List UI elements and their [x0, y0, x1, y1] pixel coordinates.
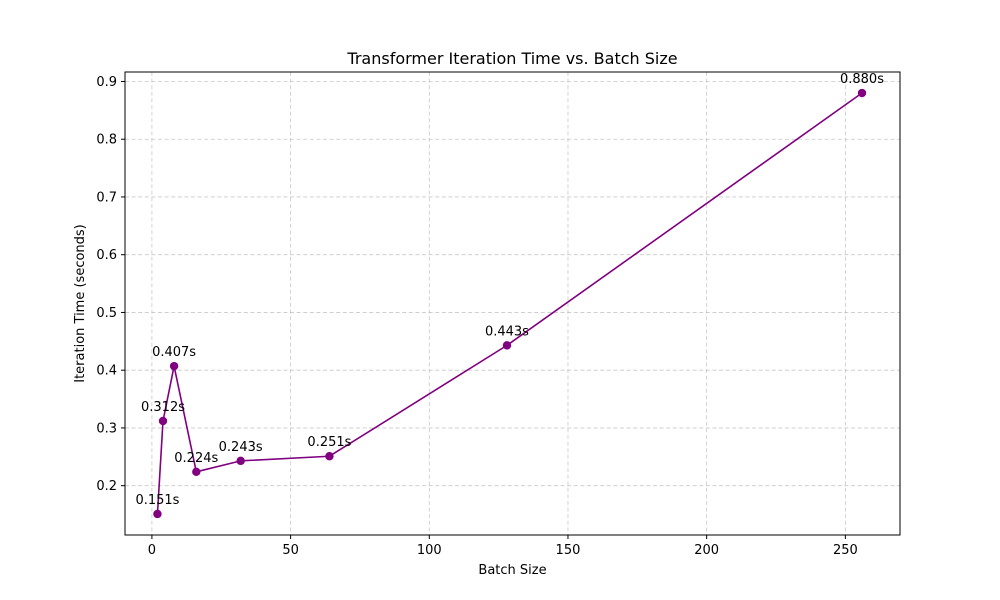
data-label: 0.151s [135, 493, 179, 508]
x-tick-label: 0 [148, 543, 156, 558]
y-tick-label: 0.8 [96, 133, 117, 148]
data-label: 0.407s [152, 345, 196, 360]
x-tick-label: 100 [417, 543, 442, 558]
data-label: 0.880s [840, 72, 884, 87]
y-axis-label: Iteration Time (seconds) [73, 224, 88, 383]
data-point [236, 456, 245, 466]
axis-ticks: 0 50 100 150 200 250 0.2 0.3 0.4 0.5 0.6 0.7 0.8 0.9 [96, 75, 857, 558]
data-label: 0.251s [307, 435, 351, 450]
series-line [156, 92, 863, 515]
y-tick-label: 0.3 [96, 421, 117, 436]
data-point [192, 467, 201, 477]
x-tick-label: 50 [282, 543, 299, 558]
x-tick-label: 200 [694, 543, 719, 558]
chart-title: Transformer Iteration Time vs. Batch Siz… [346, 49, 677, 68]
data-label: 0.243s [219, 440, 263, 455]
data-label: 0.224s [174, 451, 218, 466]
x-axis-label: Batch Size [478, 563, 546, 578]
data-label: 0.443s [485, 324, 529, 339]
data-point [502, 341, 512, 350]
data-point [158, 416, 168, 426]
grid-lines [125, 72, 900, 535]
y-tick-label: 0.6 [96, 248, 117, 263]
data-label: 0.312s [141, 400, 185, 415]
data-point [153, 509, 162, 519]
y-tick-label: 0.4 [96, 364, 117, 379]
y-tick-label: 0.7 [96, 190, 117, 205]
y-tick-label: 0.2 [96, 479, 117, 494]
data-point [169, 361, 179, 371]
data-point [857, 88, 867, 98]
y-tick-label: 0.9 [96, 75, 117, 90]
data-point [325, 452, 334, 461]
x-tick-label: 250 [833, 543, 858, 558]
y-tick-label: 0.5 [96, 306, 117, 321]
x-tick-label: 150 [556, 543, 581, 558]
plot-frame [124, 71, 901, 536]
